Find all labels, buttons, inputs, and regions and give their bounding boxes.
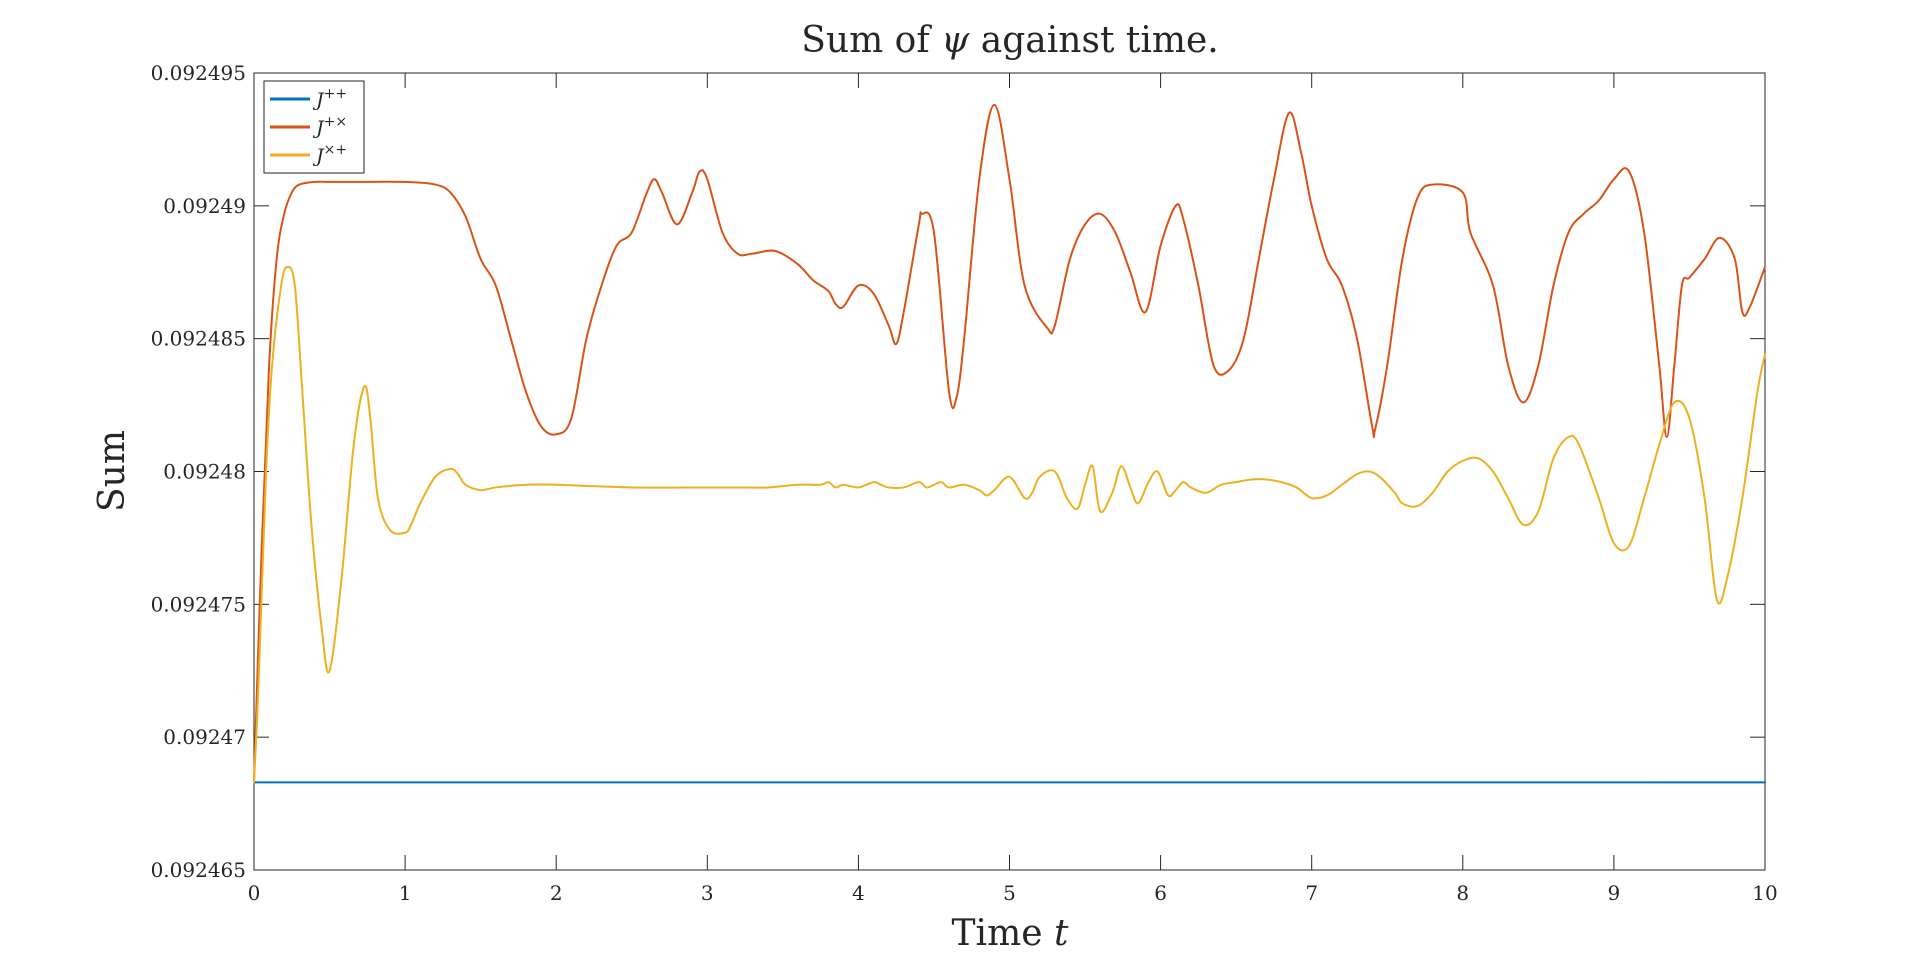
x-tick-label: 8 [1456,881,1469,905]
x-axis-title: Time t [952,913,1069,954]
y-tick-label: 0.09248 [163,460,246,484]
x-tick-label: 7 [1305,881,1318,905]
x-tick-label: 3 [701,881,714,905]
x-axis-title-prefix: Time [952,913,1054,954]
y-tick-label: 0.092495 [151,61,246,85]
y-axis-title: Sum [92,430,133,512]
x-tick-label: 1 [399,881,412,905]
y-tick-label: 0.09247 [163,725,246,749]
x-tick-label: 0 [248,881,261,905]
x-tick-label: 6 [1154,881,1167,905]
x-axis-title-var: t [1054,913,1069,954]
chart-title-suffix: against time. [969,20,1218,61]
x-tick-label: 9 [1608,881,1621,905]
x-tick-label: 4 [852,881,865,905]
chart-title-prefix: Sum of [801,20,941,61]
y-tick-label: 0.092475 [151,592,246,616]
y-tick-label: 0.09249 [163,194,246,218]
x-tick-label: 5 [1003,881,1016,905]
y-tick-label: 0.092465 [151,858,246,882]
chart-title-symbol: ψ [941,20,970,61]
plot-area [254,73,1765,870]
chart-title: Sum of ψ against time. [801,20,1218,61]
legend: J++J+×J×+ [264,81,364,173]
x-tick-label: 10 [1752,881,1777,905]
x-tick-label: 2 [550,881,563,905]
y-tick-label: 0.092485 [151,327,246,351]
